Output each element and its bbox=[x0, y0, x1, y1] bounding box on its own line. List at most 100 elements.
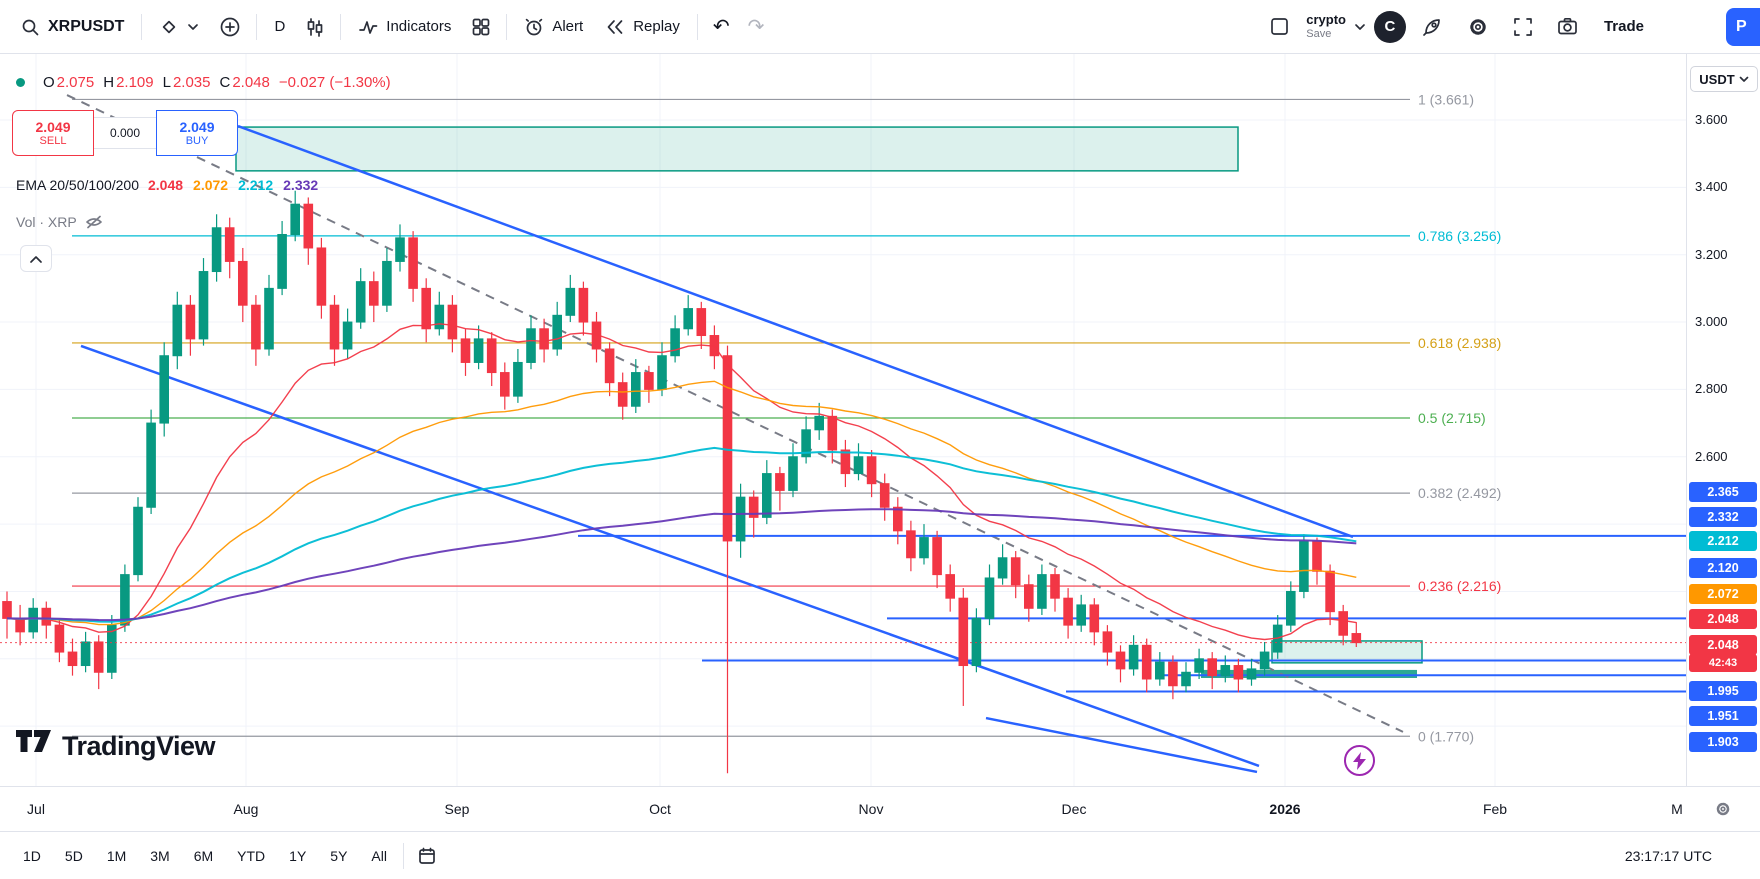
undo-button[interactable]: ↶ bbox=[705, 11, 738, 43]
publish-button[interactable]: P bbox=[1726, 8, 1760, 46]
price-badge: 2.365 bbox=[1689, 482, 1757, 502]
symbol-features-dropdown[interactable] bbox=[149, 10, 209, 44]
bottom-toolbar: 1D 5D 1M 3M 6M YTD 1Y 5Y All 23:17:17 UTC bbox=[0, 831, 1760, 879]
time-axis-settings-icon[interactable] bbox=[1714, 800, 1732, 818]
grid-icon bbox=[472, 18, 490, 35]
range-button-1d[interactable]: 1D bbox=[23, 847, 41, 864]
indicators-button[interactable]: Indicators bbox=[348, 10, 461, 44]
low-label: L bbox=[162, 74, 171, 91]
range-button-1y[interactable]: 1Y bbox=[289, 847, 307, 864]
interval-button[interactable]: D bbox=[264, 11, 295, 42]
chevron-down-icon bbox=[1739, 76, 1749, 82]
fib-level-label: 0.786 (3.256) bbox=[1418, 228, 1501, 244]
support-bar[interactable] bbox=[1201, 669, 1417, 678]
clock[interactable]: 23:17:17 UTC bbox=[1624, 847, 1712, 864]
account-avatar[interactable]: C bbox=[1373, 10, 1406, 43]
toolbar-divider bbox=[256, 13, 258, 40]
settings-button[interactable] bbox=[1459, 9, 1497, 45]
indicators-icon bbox=[359, 20, 378, 34]
timezone-button[interactable]: M bbox=[1671, 801, 1683, 817]
price-badge: 1.995 bbox=[1689, 681, 1757, 701]
gear-icon bbox=[1470, 18, 1486, 35]
range-button-1m[interactable]: 1M bbox=[106, 847, 127, 864]
price-scale-currency-button[interactable]: USDT bbox=[1690, 66, 1758, 92]
layout-select-button[interactable] bbox=[1261, 9, 1298, 44]
range-button-all[interactable]: All bbox=[371, 847, 387, 864]
alert-button[interactable]: Alert bbox=[514, 10, 593, 44]
status-dot bbox=[16, 78, 25, 87]
time-axis-label: Feb bbox=[1482, 801, 1508, 817]
close-label: C bbox=[219, 74, 231, 91]
time-axis-label: Nov bbox=[858, 801, 884, 817]
time-axis-label: Sep bbox=[444, 801, 470, 817]
trend-line bbox=[985, 716, 1258, 774]
indicator-templates-button[interactable] bbox=[463, 10, 499, 44]
ema-value: 2.332 bbox=[283, 177, 319, 193]
range-button-5d[interactable]: 5D bbox=[64, 847, 83, 864]
flash-order-button[interactable] bbox=[1344, 745, 1375, 776]
sell-button[interactable]: 2.049 SELL bbox=[12, 110, 94, 156]
symbol-search-button[interactable]: XRPUSDT bbox=[10, 10, 134, 44]
toolbar-divider bbox=[402, 842, 404, 869]
chevron-down-icon[interactable] bbox=[1354, 23, 1366, 31]
replay-icon bbox=[607, 19, 623, 34]
toolbar-divider bbox=[340, 13, 342, 40]
chevron-down-icon bbox=[188, 23, 199, 30]
buy-button[interactable]: 2.049 BUY bbox=[156, 110, 238, 156]
collapse-legend-button[interactable] bbox=[20, 245, 52, 272]
ohlc-legend[interactable]: O 2.075 H 2.109 L 2.035 C 2.048 −0.027 (−1.3… bbox=[16, 74, 391, 91]
fib-level-label: 0.618 (2.938) bbox=[1418, 335, 1501, 351]
redo-button[interactable]: ↷ bbox=[740, 11, 773, 43]
range-button-3m[interactable]: 3M bbox=[150, 847, 170, 864]
eye-off-icon[interactable] bbox=[85, 214, 103, 230]
chart-style-button[interactable] bbox=[297, 10, 333, 44]
ema-20-line bbox=[6, 323, 1357, 641]
price-tick: 3.000 bbox=[1695, 314, 1728, 330]
ema-values: 2.048 2.072 2.212 2.332 bbox=[148, 177, 328, 193]
layout-name-button[interactable]: crypto Save bbox=[1306, 12, 1346, 41]
volume-indicator-legend[interactable]: Vol · XRP bbox=[16, 214, 103, 230]
rocket-icon bbox=[1423, 19, 1440, 36]
zones-layer[interactable] bbox=[235, 126, 1423, 678]
chart-area[interactable]: 1 (3.661) 0.786 (3.256) 0.618 (2.938) 0.5 (… bbox=[0, 54, 1686, 786]
trade-button[interactable]: Trade bbox=[1603, 18, 1644, 35]
watermark-text: TradingView bbox=[62, 730, 216, 761]
range-button-6m[interactable]: 6M bbox=[193, 847, 214, 864]
time-axis-label: 2026 bbox=[1269, 801, 1301, 817]
fib-level-label: 0.382 (2.492) bbox=[1418, 485, 1501, 501]
range-button-ytd[interactable]: YTD bbox=[237, 847, 266, 864]
open-label: O bbox=[43, 74, 55, 91]
ema-value: 2.072 bbox=[193, 177, 229, 193]
snapshot-button[interactable] bbox=[1549, 9, 1586, 44]
price-badge: 2.048 bbox=[1689, 609, 1757, 629]
compare-button[interactable] bbox=[211, 9, 249, 45]
fib-level-label: 1 (3.661) bbox=[1418, 91, 1474, 107]
fib-level-label: 0.5 (2.715) bbox=[1418, 410, 1486, 426]
price-badge: 2.212 bbox=[1689, 531, 1757, 551]
ema-indicator-legend[interactable]: EMA 20/50/100/200 2.048 2.072 2.212 2.332 bbox=[16, 177, 328, 193]
ema-50-line bbox=[6, 380, 1357, 626]
go-to-date-button[interactable] bbox=[409, 839, 445, 873]
undo-icon: ↶ bbox=[712, 15, 730, 38]
time-axis[interactable]: M Jul Aug Sep Oct Nov Dec 2026 Feb bbox=[0, 786, 1760, 831]
price-axis[interactable]: USDT 3.600 3.400 3.200 3.000 2.800 2.600 2.365… bbox=[1686, 54, 1760, 786]
fullscreen-icon bbox=[1514, 17, 1532, 36]
toolbar-divider bbox=[696, 13, 698, 40]
high-label: H bbox=[103, 74, 115, 91]
redo-icon: ↷ bbox=[747, 15, 765, 38]
range-button-5y[interactable]: 5Y bbox=[330, 847, 348, 864]
fullscreen-button[interactable] bbox=[1505, 10, 1541, 44]
price-tick: 3.600 bbox=[1695, 112, 1728, 127]
tradingview-watermark[interactable]: TradingView bbox=[16, 730, 216, 762]
trendline-layer[interactable] bbox=[66, 94, 1404, 774]
quick-boost-button[interactable] bbox=[1414, 9, 1451, 44]
time-axis-label: Aug bbox=[233, 801, 259, 817]
price-tick: 3.400 bbox=[1695, 179, 1728, 195]
demand-zone-box[interactable] bbox=[1271, 640, 1423, 664]
time-axis-label: Jul bbox=[27, 801, 45, 817]
supply-zone-box[interactable] bbox=[235, 126, 1239, 172]
price-chart-canvas[interactable]: 1 (3.661) 0.786 (3.256) 0.618 (2.938) 0.5 (… bbox=[0, 54, 1686, 786]
price-badge: 42:43 bbox=[1689, 654, 1757, 672]
replay-button[interactable]: Replay bbox=[595, 10, 690, 44]
currency-label: USDT bbox=[1699, 71, 1735, 87]
